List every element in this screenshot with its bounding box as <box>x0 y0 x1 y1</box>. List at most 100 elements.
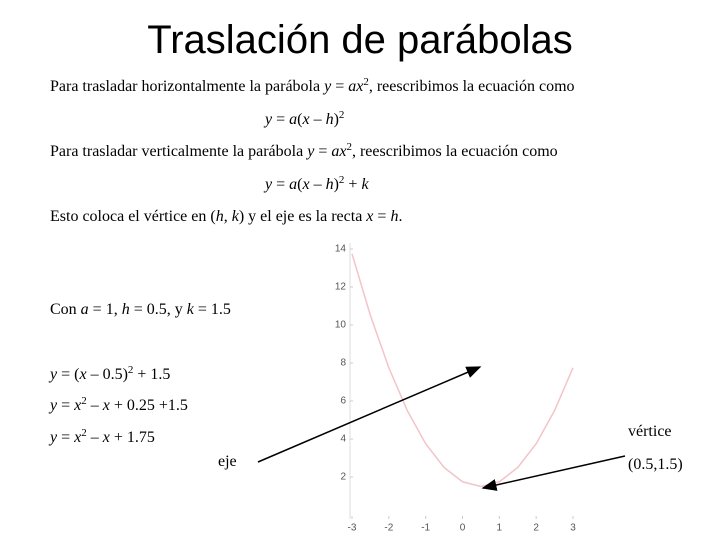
text: – <box>86 397 103 414</box>
text: ax <box>331 143 347 160</box>
text: 2 <box>363 76 369 88</box>
text: = <box>272 111 290 128</box>
paragraph: Para trasladar verticalmente la parábola… <box>50 141 558 161</box>
text: k <box>361 176 369 193</box>
text: a <box>289 111 298 128</box>
text: x <box>102 429 110 446</box>
text: x <box>102 397 110 414</box>
equation: y = x2 – x + 1.75 <box>50 427 155 447</box>
text: 2 <box>346 141 352 153</box>
x-tick-label: 3 <box>570 523 576 534</box>
text: ) y el eje es la recta <box>238 208 367 225</box>
text: Para trasladar verticalmente la parábola <box>50 143 308 160</box>
text: + <box>344 176 362 193</box>
vertex-label: vértice <box>628 423 672 440</box>
y-tick-label: 10 <box>335 320 347 331</box>
text: = <box>57 429 75 446</box>
y-tick-label: 2 <box>340 472 346 483</box>
text: ( <box>297 111 303 128</box>
text: – <box>86 429 103 446</box>
text: 2 <box>81 427 87 439</box>
text: a <box>289 176 298 193</box>
text: = ( <box>57 366 80 383</box>
text: . <box>398 208 403 225</box>
text: Esto coloca el vértice en ( <box>50 208 216 225</box>
text: – <box>309 111 326 128</box>
text: Con <box>50 301 81 318</box>
text: 2 <box>338 174 345 186</box>
text: = <box>272 176 290 193</box>
text: y <box>50 397 58 414</box>
y-tick-label: 4 <box>340 434 346 445</box>
x-tick-label: 2 <box>533 523 539 534</box>
text: y <box>307 143 315 160</box>
text: x <box>366 208 374 225</box>
text: h <box>215 208 224 225</box>
text: = <box>373 208 391 225</box>
text: = <box>314 143 332 160</box>
text: – 0.5) <box>86 366 128 383</box>
y-tick-label: 12 <box>335 282 347 293</box>
vertex-point: (0.5,1.5) <box>628 456 683 473</box>
y-tick-label: 6 <box>340 396 346 407</box>
y-tick-label: 14 <box>335 244 347 255</box>
arrow <box>257 366 482 463</box>
paragraph: Para trasladar horizontalmente la parábo… <box>50 76 575 96</box>
equation: y = x2 – x + 0.25 +1.5 <box>50 395 188 415</box>
text: x <box>79 366 87 383</box>
y-tick-label: 8 <box>340 358 346 369</box>
text: x <box>74 397 82 414</box>
title: Traslación de parábolas <box>147 18 573 62</box>
x-tick-label: -3 <box>348 523 357 534</box>
x-tick-label: -1 <box>421 523 430 534</box>
text: + 1.75 <box>109 429 155 446</box>
text: = 1, <box>88 301 122 318</box>
text: a <box>80 301 89 318</box>
axis-label: eje <box>218 453 237 470</box>
text: , <box>223 208 232 225</box>
curve <box>351 253 574 488</box>
text: , reescribimos la ecuación como <box>351 143 558 160</box>
text: + 0.25 +1.5 <box>109 397 188 414</box>
text: y <box>50 429 58 446</box>
text: 2 <box>338 109 345 121</box>
text: y <box>50 366 58 383</box>
text: = 1.5 <box>193 301 231 318</box>
x-tick-label: 0 <box>460 523 466 534</box>
x-tick-label: -2 <box>384 523 393 534</box>
text: = <box>57 397 75 414</box>
text: k <box>186 301 194 318</box>
text: h <box>325 176 334 193</box>
text: ( <box>297 176 303 193</box>
text: x <box>302 111 310 128</box>
text: x <box>74 429 82 446</box>
text: ) <box>333 111 339 128</box>
x-tick-label: 1 <box>497 523 503 534</box>
text: ) <box>333 176 339 193</box>
arrow <box>481 455 626 491</box>
text: y <box>324 78 332 95</box>
text: h <box>390 208 399 225</box>
text: x <box>302 176 310 193</box>
text: + 1.5 <box>133 366 171 383</box>
text: – <box>309 176 326 193</box>
paragraph: Con a = 1, h = 0.5, y k = 1.5 <box>50 301 231 319</box>
text: k <box>231 208 239 225</box>
text: Para trasladar horizontalmente la parábo… <box>50 78 325 95</box>
equation: y = (x – 0.5)2 + 1.5 <box>50 364 171 384</box>
equation: y = a(x – h)2 + k <box>265 174 369 194</box>
text: 2 <box>81 395 87 407</box>
text: = <box>331 78 349 95</box>
equation: y = a(x – h)2 <box>265 109 345 129</box>
text: h <box>121 301 130 318</box>
text: ax <box>348 78 364 95</box>
text: y <box>265 111 273 128</box>
text: 2 <box>127 364 134 376</box>
text: y <box>265 176 273 193</box>
paragraph: Esto coloca el vértice en (h, k) y el ej… <box>50 208 402 226</box>
text: = 0.5, y <box>129 301 187 318</box>
text: h <box>325 111 334 128</box>
text: , reescribimos la ecuación como <box>368 78 575 95</box>
